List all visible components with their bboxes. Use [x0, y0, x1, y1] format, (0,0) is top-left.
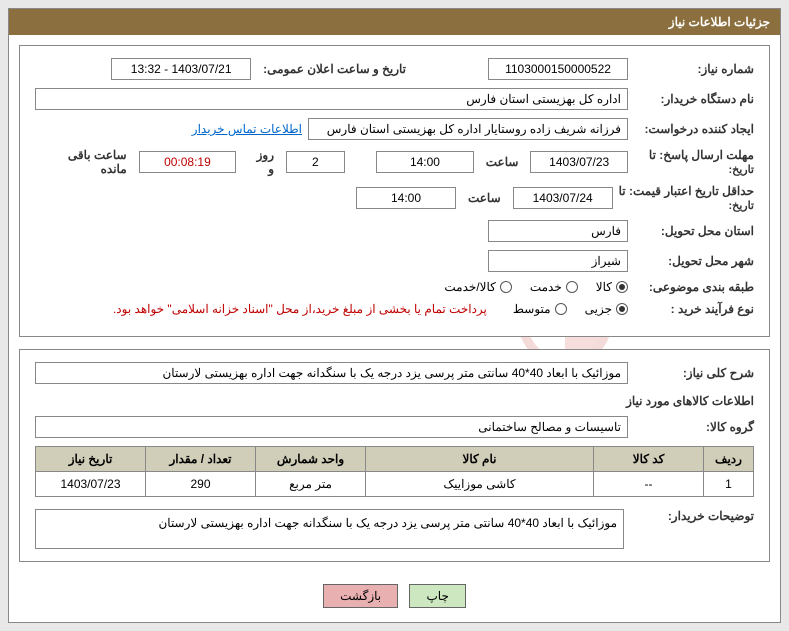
group-label: گروه کالا:: [634, 420, 754, 434]
days-field: 2: [286, 151, 345, 173]
deadline-label-main: مهلت ارسال پاسخ: تا: [649, 148, 754, 162]
radio-service[interactable]: [566, 281, 578, 293]
cell-code: --: [594, 472, 704, 497]
buyer-notes-label: توضیحات خریدار:: [634, 509, 754, 523]
radio-small[interactable]: [616, 303, 628, 315]
radio-medium[interactable]: [555, 303, 567, 315]
cell-name: کاشی موزاییک: [366, 472, 594, 497]
cell-n: 1: [704, 472, 754, 497]
validity-label: حداقل تاریخ اعتبار قیمت: تا تاریخ:: [619, 184, 754, 212]
summary-field: موزائیک با ابعاد 40*40 سانتی متر پرسی یز…: [35, 362, 628, 384]
buyer-contact-link[interactable]: اطلاعات تماس خریدار: [192, 122, 302, 136]
cell-qty: 290: [146, 472, 256, 497]
goods-table: ردیف کد کالا نام کالا واحد شمارش تعداد /…: [35, 446, 754, 497]
announce-label: تاریخ و ساعت اعلان عمومی:: [257, 62, 412, 76]
requester-label: ایجاد کننده درخواست:: [634, 122, 754, 136]
time-label-1: ساعت: [480, 155, 525, 169]
announce-field: 1403/07/21 - 13:32: [111, 58, 251, 80]
remain-label: ساعت باقی مانده: [35, 148, 133, 176]
need-no-field: 1103000150000522: [488, 58, 628, 80]
th-unit: واحد شمارش: [256, 447, 366, 472]
days-and-label: روز و: [242, 148, 280, 176]
radio-medium-label: متوسط: [513, 302, 551, 316]
deadline-time-field: 14:00: [376, 151, 474, 173]
th-code: کد کالا: [594, 447, 704, 472]
details-panel: شماره نیاز: 1103000150000522 تاریخ و ساع…: [19, 45, 770, 337]
main-panel: جزئیات اطلاعات نیاز AriaTender.net شماره…: [8, 8, 781, 623]
buyer-field: اداره کل بهزیستی استان فارس: [35, 88, 628, 110]
category-radio-group: کالا خدمت کالا/خدمت: [444, 280, 628, 294]
deadline-label-sub: تاریخ:: [728, 164, 754, 176]
radio-small-label: جزیی: [585, 302, 612, 316]
th-date: تاریخ نیاز: [36, 447, 146, 472]
cell-unit: متر مربع: [256, 472, 366, 497]
th-qty: تعداد / مقدار: [146, 447, 256, 472]
radio-goods-label: کالا: [596, 280, 612, 294]
category-label: طبقه بندی موضوعی:: [634, 280, 754, 294]
process-label: نوع فرآیند خرید :: [634, 302, 754, 316]
goods-section-title: اطلاعات کالاهای مورد نیاز: [35, 394, 754, 408]
panel-title: جزئیات اطلاعات نیاز: [9, 9, 780, 35]
cell-date: 1403/07/23: [36, 472, 146, 497]
requester-field: فرزانه شریف زاده روستایار اداره کل بهزیس…: [308, 118, 628, 140]
validity-label-main: حداقل تاریخ اعتبار قیمت: تا: [619, 184, 754, 198]
summary-label: شرح کلی نیاز:: [634, 366, 754, 380]
countdown-field: 00:08:19: [139, 151, 237, 173]
radio-both[interactable]: [500, 281, 512, 293]
need-no-label: شماره نیاز:: [634, 62, 754, 76]
buyer-notes-field: موزائیک با ابعاد 40*40 سانتی متر پرسی یز…: [35, 509, 624, 549]
radio-service-label: خدمت: [530, 280, 562, 294]
process-radio-group: جزیی متوسط: [513, 302, 628, 316]
print-button[interactable]: چاپ: [409, 584, 465, 608]
validity-time-field: 14:00: [356, 187, 456, 209]
deadline-date-field: 1403/07/23: [530, 151, 628, 173]
button-row: چاپ بازگشت: [19, 574, 770, 612]
delivery-city-label: شهر محل تحویل:: [634, 254, 754, 268]
validity-date-field: 1403/07/24: [513, 187, 613, 209]
buyer-label: نام دستگاه خریدار:: [634, 92, 754, 106]
th-name: نام کالا: [366, 447, 594, 472]
th-row: ردیف: [704, 447, 754, 472]
process-note: پرداخت تمام یا بخشی از مبلغ خرید،از محل …: [113, 302, 487, 316]
delivery-prov-field: فارس: [488, 220, 628, 242]
radio-both-label: کالا/خدمت: [444, 280, 495, 294]
summary-panel: شرح کلی نیاز: موزائیک با ابعاد 40*40 سان…: [19, 349, 770, 562]
deadline-label: مهلت ارسال پاسخ: تا تاریخ:: [634, 148, 754, 176]
delivery-city-field: شیراز: [488, 250, 628, 272]
radio-goods[interactable]: [616, 281, 628, 293]
table-row: 1 -- کاشی موزاییک متر مربع 290 1403/07/2…: [36, 472, 754, 497]
group-field: تاسیسات و مصالح ساختمانی: [35, 416, 628, 438]
delivery-prov-label: استان محل تحویل:: [634, 224, 754, 238]
back-button[interactable]: بازگشت: [323, 584, 398, 608]
validity-label-sub: تاریخ:: [728, 200, 754, 212]
time-label-2: ساعت: [462, 191, 507, 205]
